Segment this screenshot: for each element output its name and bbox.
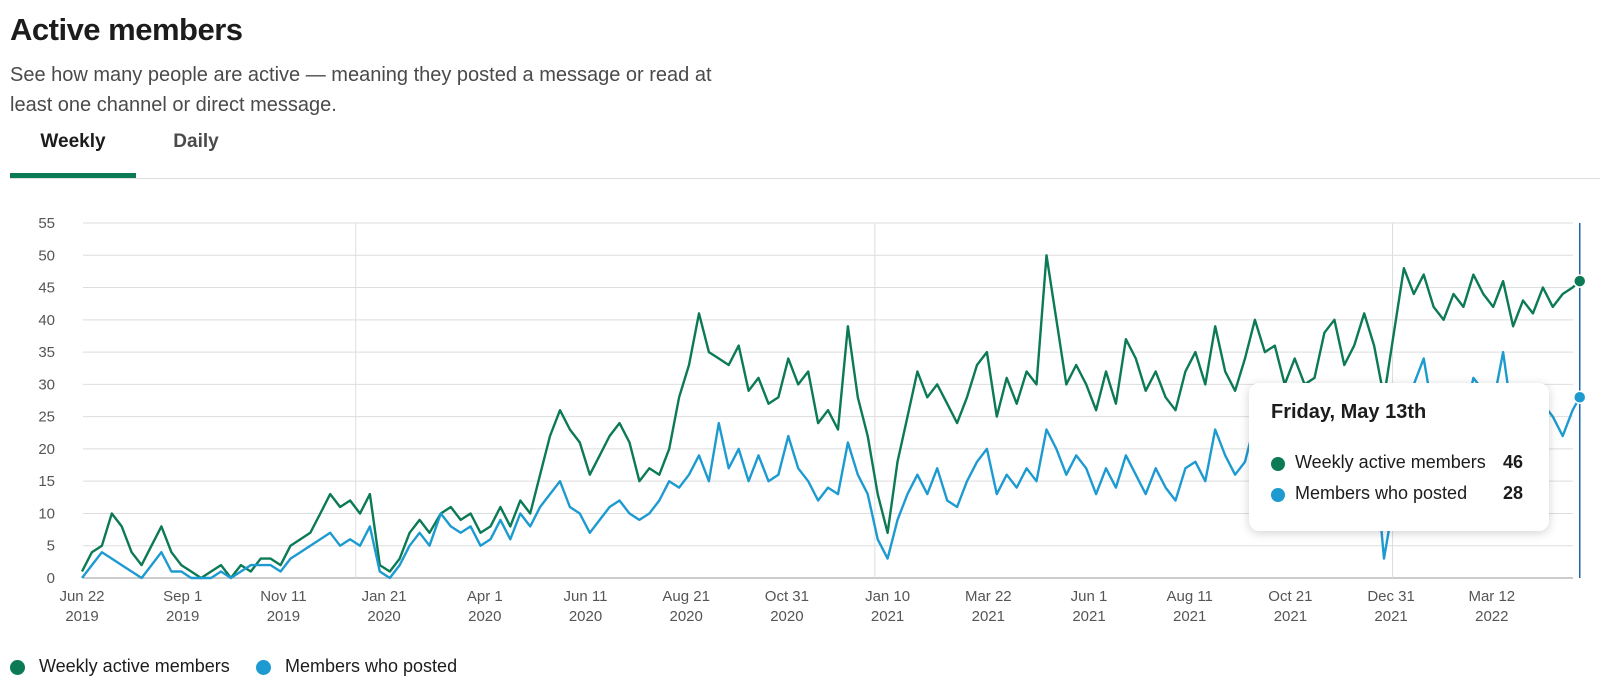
x-tick-month: Mar 22 (965, 588, 1012, 605)
x-tick-month: Aug 11 (1166, 588, 1212, 605)
x-tick-year: 2020 (367, 608, 400, 625)
members-posted-dot-icon (1271, 488, 1285, 502)
tab-daily[interactable]: Daily (173, 131, 219, 152)
tooltip-label: Members who posted (1295, 483, 1468, 503)
x-tick-year: 2021 (972, 608, 1005, 625)
tooltip-date: Friday, May 13th (1271, 401, 1427, 423)
period-tabs: Weekly Daily (10, 122, 1600, 179)
series-weekly-active-line (80, 254, 1581, 580)
y-tick-label: 55 (38, 215, 55, 232)
x-tick-year: 2020 (670, 608, 703, 625)
y-tick-label: 10 (38, 505, 55, 522)
weekly-active-dot-icon (1271, 457, 1285, 471)
weekly-active-dot-icon (10, 660, 25, 675)
tooltip-row-members-posted: Members who posted 28 (1271, 483, 1533, 509)
x-tick-month: Aug 21 (662, 588, 710, 605)
x-tick-year: 2021 (1274, 608, 1307, 625)
chart-grid (83, 222, 1573, 579)
x-tick-month: Jan 10 (865, 588, 910, 605)
y-axis: 0 5 10 15 20 25 30 35 40 45 50 55 (38, 215, 55, 587)
y-tick-label: 45 (38, 280, 55, 297)
active-members-chart[interactable]: 0 5 10 15 20 25 30 35 40 45 50 55 Jun 22 2019 Sep 1 20… (0, 200, 1600, 640)
x-tick-year: 2022 (1475, 608, 1508, 625)
x-tick-month: Oct 31 (765, 588, 809, 605)
x-tick-year: 2019 (65, 608, 98, 625)
x-tick-year: 2019 (166, 608, 199, 625)
x-tick-year: 2020 (770, 608, 803, 625)
tooltip-label: Weekly active members (1295, 452, 1486, 472)
x-tick-year: 2021 (1072, 608, 1105, 625)
y-tick-label: 30 (38, 376, 55, 393)
y-tick-label: 0 (47, 570, 55, 587)
legend-label: Weekly active members (39, 656, 230, 676)
hover-point (1572, 390, 1587, 405)
chart-hover (1572, 223, 1587, 578)
x-tick-month: Apr 1 (467, 588, 503, 605)
y-tick-label: 35 (38, 344, 55, 361)
y-tick-label: 20 (38, 441, 55, 458)
x-axis: Jun 22 2019 Sep 1 2019 Nov 11 2019 Jan 21 2020 A… (59, 588, 1515, 625)
tooltip-row-weekly-active: Weekly active members 46 (1271, 452, 1533, 478)
y-tick-label: 15 (38, 473, 55, 490)
legend-label: Members who posted (285, 656, 458, 676)
chart-tooltip: Friday, May 13th Weekly active members 4… (1249, 383, 1549, 531)
x-tick-year: 2021 (871, 608, 904, 625)
x-tick-year: 2021 (1374, 608, 1407, 625)
page-description: See how many people are active — meaning… (10, 64, 712, 116)
x-tick-month: Jun 11 (564, 588, 608, 605)
tooltip-value: 46 (1502, 452, 1523, 472)
y-tick-label: 5 (47, 538, 55, 555)
x-tick-month: Nov 11 (260, 588, 306, 605)
x-tick-month: Jan 21 (362, 588, 407, 605)
x-tick-year: 2021 (1173, 608, 1206, 625)
tab-weekly[interactable]: Weekly (10, 122, 136, 178)
x-tick-month: Jun 22 (59, 588, 104, 605)
x-tick-month: Oct 21 (1268, 588, 1312, 605)
y-tick-label: 50 (38, 247, 55, 264)
x-tick-month: Mar 12 (1468, 588, 1515, 605)
x-tick-year: 2020 (569, 608, 602, 625)
page-title: Active members (10, 12, 243, 47)
x-tick-month: Sep 1 (163, 588, 202, 605)
x-tick-year: 2019 (267, 608, 300, 625)
x-tick-month: Jun 1 (1071, 588, 1108, 605)
hover-point (1572, 274, 1587, 288)
tooltip-value: 28 (1502, 483, 1523, 503)
x-tick-year: 2020 (468, 608, 501, 625)
y-tick-label: 40 (38, 312, 55, 329)
x-tick-month: Dec 31 (1367, 588, 1415, 605)
y-tick-label: 25 (38, 409, 55, 426)
members-posted-dot-icon (256, 660, 271, 675)
